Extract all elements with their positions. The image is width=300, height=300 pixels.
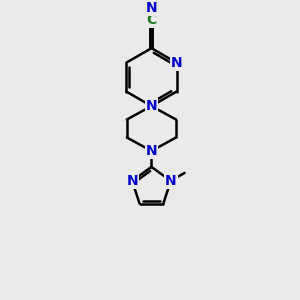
Text: N: N: [146, 144, 157, 158]
Text: N: N: [146, 99, 157, 113]
Text: N: N: [146, 1, 157, 15]
Text: C: C: [146, 13, 157, 27]
Text: N: N: [165, 174, 176, 188]
Text: N: N: [126, 174, 138, 188]
Text: N: N: [171, 56, 182, 70]
